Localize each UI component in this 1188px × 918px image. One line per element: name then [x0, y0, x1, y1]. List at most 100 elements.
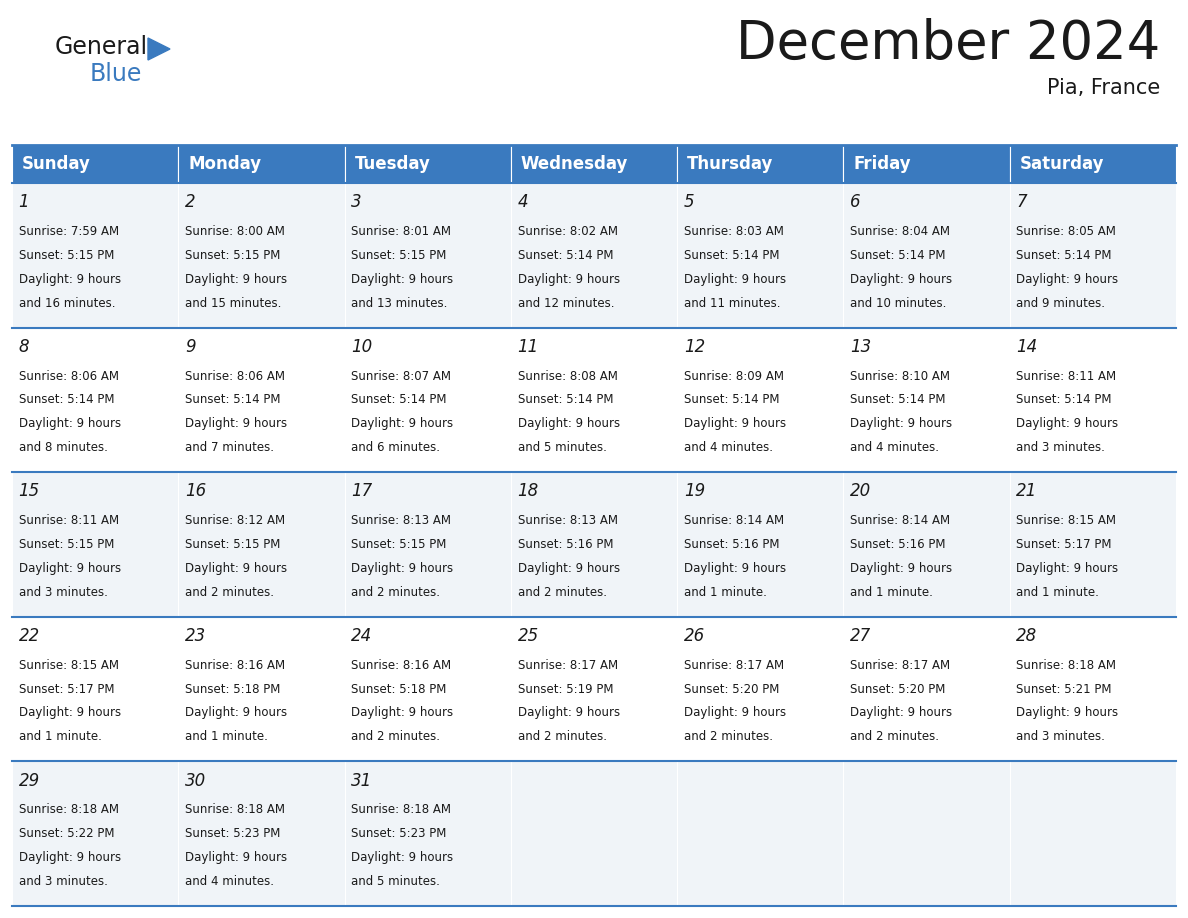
Text: Daylight: 9 hours: Daylight: 9 hours: [185, 851, 287, 864]
Text: Sunset: 5:21 PM: Sunset: 5:21 PM: [1017, 683, 1112, 696]
Text: Daylight: 9 hours: Daylight: 9 hours: [185, 273, 287, 285]
Text: Sunrise: 8:08 AM: Sunrise: 8:08 AM: [518, 370, 618, 383]
Text: Daylight: 9 hours: Daylight: 9 hours: [518, 707, 620, 720]
Bar: [677, 183, 843, 328]
Text: Daylight: 9 hours: Daylight: 9 hours: [19, 851, 121, 864]
Text: 6: 6: [851, 193, 860, 211]
Text: 28: 28: [1017, 627, 1037, 645]
Text: 7: 7: [1017, 193, 1026, 211]
Polygon shape: [148, 38, 170, 60]
Text: and 2 minutes.: and 2 minutes.: [851, 731, 939, 744]
Text: December 2024: December 2024: [735, 18, 1159, 70]
Text: Sunrise: 8:11 AM: Sunrise: 8:11 AM: [19, 514, 119, 527]
Bar: [178, 145, 345, 183]
Bar: [511, 472, 677, 617]
Bar: [345, 145, 511, 183]
Text: Daylight: 9 hours: Daylight: 9 hours: [684, 562, 786, 575]
Text: Sunset: 5:17 PM: Sunset: 5:17 PM: [1017, 538, 1112, 551]
Bar: [1010, 183, 1176, 328]
Bar: [677, 472, 843, 617]
Bar: [1010, 328, 1176, 472]
Text: and 15 minutes.: and 15 minutes.: [185, 297, 282, 309]
Bar: [677, 761, 843, 906]
Text: Daylight: 9 hours: Daylight: 9 hours: [518, 273, 620, 285]
Bar: [12, 617, 178, 761]
Text: Sunset: 5:15 PM: Sunset: 5:15 PM: [185, 249, 280, 262]
Text: 30: 30: [185, 771, 207, 789]
Text: Daylight: 9 hours: Daylight: 9 hours: [19, 707, 121, 720]
Bar: [345, 761, 511, 906]
Bar: [843, 761, 1010, 906]
Text: Daylight: 9 hours: Daylight: 9 hours: [518, 418, 620, 431]
Text: 4: 4: [518, 193, 529, 211]
Text: Sunrise: 8:01 AM: Sunrise: 8:01 AM: [352, 225, 451, 238]
Text: Sunrise: 8:14 AM: Sunrise: 8:14 AM: [851, 514, 950, 527]
Bar: [1010, 472, 1176, 617]
Text: Sunset: 5:18 PM: Sunset: 5:18 PM: [185, 683, 280, 696]
Text: 19: 19: [684, 482, 704, 500]
Text: Sunset: 5:19 PM: Sunset: 5:19 PM: [518, 683, 613, 696]
Text: and 2 minutes.: and 2 minutes.: [185, 586, 274, 599]
Text: and 3 minutes.: and 3 minutes.: [1017, 442, 1105, 454]
Text: 16: 16: [185, 482, 207, 500]
Text: 25: 25: [518, 627, 539, 645]
Text: Sunrise: 8:04 AM: Sunrise: 8:04 AM: [851, 225, 950, 238]
Text: Sunset: 5:14 PM: Sunset: 5:14 PM: [518, 394, 613, 407]
Text: Sunset: 5:14 PM: Sunset: 5:14 PM: [851, 249, 946, 262]
Text: and 4 minutes.: and 4 minutes.: [684, 442, 773, 454]
Text: Sunrise: 8:15 AM: Sunrise: 8:15 AM: [1017, 514, 1117, 527]
Text: Sunset: 5:20 PM: Sunset: 5:20 PM: [684, 683, 779, 696]
Text: and 2 minutes.: and 2 minutes.: [518, 731, 607, 744]
Text: Daylight: 9 hours: Daylight: 9 hours: [851, 562, 953, 575]
Text: Daylight: 9 hours: Daylight: 9 hours: [1017, 707, 1118, 720]
Text: Daylight: 9 hours: Daylight: 9 hours: [851, 418, 953, 431]
Bar: [677, 145, 843, 183]
Text: 11: 11: [518, 338, 539, 355]
Bar: [677, 617, 843, 761]
Text: and 5 minutes.: and 5 minutes.: [352, 875, 440, 888]
Bar: [12, 145, 178, 183]
Bar: [178, 328, 345, 472]
Text: Thursday: Thursday: [687, 155, 773, 173]
Text: Daylight: 9 hours: Daylight: 9 hours: [851, 273, 953, 285]
Bar: [511, 617, 677, 761]
Text: Daylight: 9 hours: Daylight: 9 hours: [19, 418, 121, 431]
Text: 13: 13: [851, 338, 871, 355]
Text: Sunrise: 8:15 AM: Sunrise: 8:15 AM: [19, 659, 119, 672]
Text: Sunrise: 8:13 AM: Sunrise: 8:13 AM: [518, 514, 618, 527]
Bar: [345, 328, 511, 472]
Text: 21: 21: [1017, 482, 1037, 500]
Bar: [345, 183, 511, 328]
Text: and 7 minutes.: and 7 minutes.: [185, 442, 274, 454]
Text: 29: 29: [19, 771, 40, 789]
Bar: [843, 145, 1010, 183]
Text: Daylight: 9 hours: Daylight: 9 hours: [684, 273, 786, 285]
Text: and 1 minute.: and 1 minute.: [684, 586, 766, 599]
Text: Daylight: 9 hours: Daylight: 9 hours: [1017, 562, 1118, 575]
Text: Daylight: 9 hours: Daylight: 9 hours: [352, 418, 454, 431]
Text: Sunrise: 8:09 AM: Sunrise: 8:09 AM: [684, 370, 784, 383]
Text: 3: 3: [352, 193, 362, 211]
Text: and 2 minutes.: and 2 minutes.: [352, 586, 441, 599]
Text: 9: 9: [185, 338, 196, 355]
Text: Wednesday: Wednesday: [520, 155, 628, 173]
Text: Daylight: 9 hours: Daylight: 9 hours: [19, 562, 121, 575]
Text: Daylight: 9 hours: Daylight: 9 hours: [352, 707, 454, 720]
Text: 20: 20: [851, 482, 871, 500]
Text: Sunrise: 8:17 AM: Sunrise: 8:17 AM: [684, 659, 784, 672]
Text: Daylight: 9 hours: Daylight: 9 hours: [851, 707, 953, 720]
Text: 5: 5: [684, 193, 695, 211]
Text: and 16 minutes.: and 16 minutes.: [19, 297, 115, 309]
Text: Sunset: 5:15 PM: Sunset: 5:15 PM: [352, 249, 447, 262]
Text: 10: 10: [352, 338, 373, 355]
Text: Monday: Monday: [188, 155, 261, 173]
Text: and 3 minutes.: and 3 minutes.: [1017, 731, 1105, 744]
Bar: [12, 183, 178, 328]
Text: and 1 minute.: and 1 minute.: [1017, 586, 1099, 599]
Text: 22: 22: [19, 627, 40, 645]
Text: Sunrise: 8:10 AM: Sunrise: 8:10 AM: [851, 370, 950, 383]
Text: Sunset: 5:16 PM: Sunset: 5:16 PM: [518, 538, 613, 551]
Text: Sunset: 5:14 PM: Sunset: 5:14 PM: [19, 394, 114, 407]
Bar: [345, 472, 511, 617]
Text: 12: 12: [684, 338, 704, 355]
